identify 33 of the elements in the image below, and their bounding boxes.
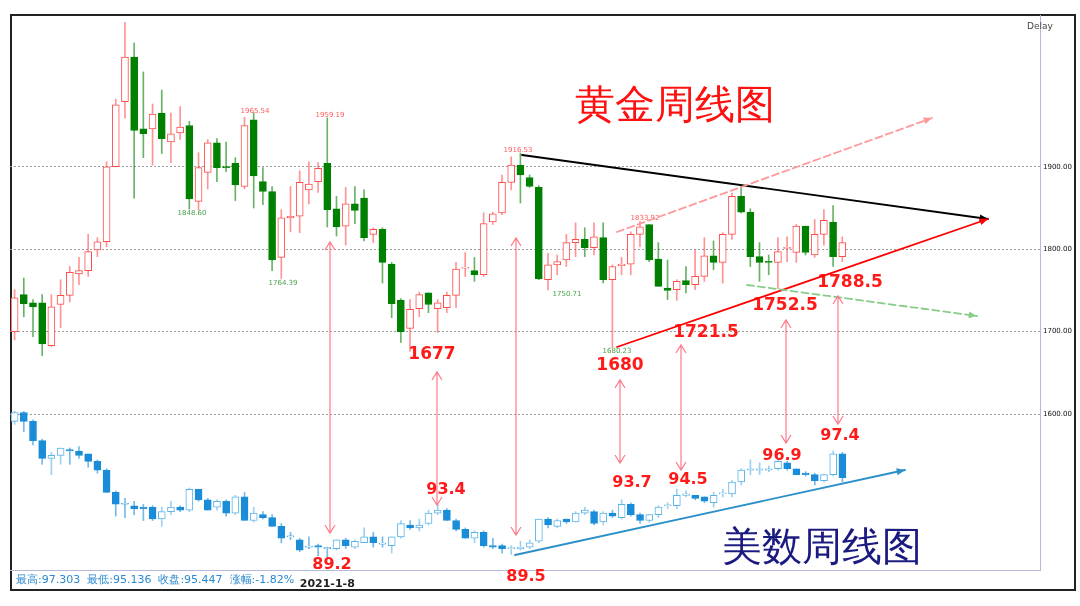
candlestick	[351, 186, 359, 224]
annotation: 1721.5	[673, 321, 739, 342]
annotation: 1788.5	[817, 271, 883, 292]
annotation: 94.5	[668, 469, 708, 489]
candlestick	[461, 252, 470, 277]
candlestick	[314, 543, 322, 557]
text: 美数周线图	[722, 523, 922, 570]
candlestick	[305, 536, 313, 549]
text: 最高:97.303 最低:95.136 收盘:95.447 涨幅:-1.82%	[16, 572, 295, 586]
annotation: 1677	[408, 343, 456, 364]
candlestick	[719, 489, 727, 498]
candlestick	[691, 249, 699, 290]
annotation: Delay	[1027, 21, 1054, 32]
annotation: 93.4	[426, 479, 466, 499]
candlestick	[553, 254, 562, 276]
candlestick	[176, 106, 184, 140]
x-tick-label: 2021-1-8	[299, 577, 355, 591]
candlestick	[305, 161, 313, 205]
annotation: 89.2	[312, 554, 352, 574]
annotation: 1680	[596, 354, 644, 375]
candlestick	[65, 447, 74, 465]
candlestick	[489, 537, 497, 549]
annotation: 96.9	[762, 445, 802, 465]
candlestick	[121, 497, 129, 518]
candlestick	[682, 266, 690, 294]
annotation: 1752.5	[752, 294, 818, 315]
text: 黄金周线图	[575, 81, 775, 128]
annotation: 93.7	[612, 472, 652, 492]
annotation: 97.4	[820, 425, 860, 445]
annotation: 89.5	[506, 566, 546, 586]
candlestick	[167, 112, 175, 163]
candlestick	[29, 299, 37, 337]
candlestick	[774, 237, 782, 290]
